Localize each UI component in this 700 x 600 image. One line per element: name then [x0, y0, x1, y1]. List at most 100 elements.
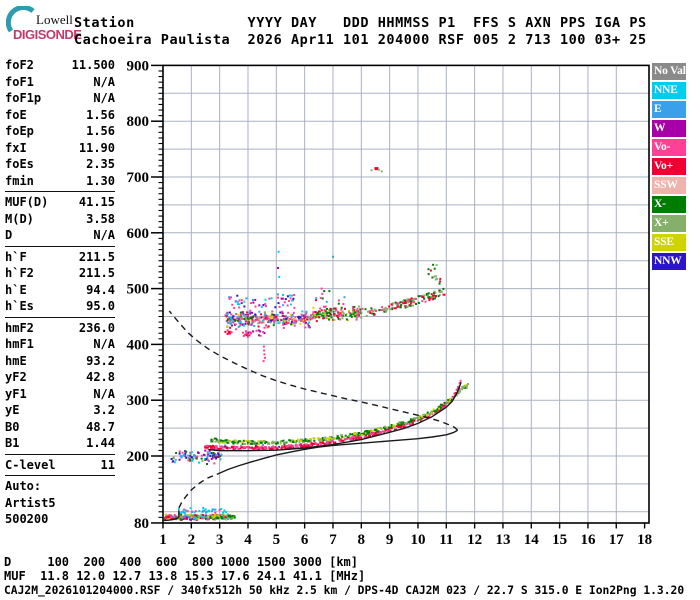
profile-f-bottomside-profile — [216, 429, 458, 476]
logo-lowell-text: Lowell — [36, 12, 73, 27]
header-labels-line: Station YYYY DAY DDD HHMMSS P1 FFS S AXN… — [74, 15, 647, 31]
parameter-label: foE — [5, 107, 27, 122]
parameter-label: foF1 — [5, 74, 34, 89]
x-axis-label: 9 — [386, 532, 394, 548]
y-axis-label: 200 — [127, 449, 150, 465]
parameter-value: 211.5 — [78, 249, 115, 264]
parameter-label: foF2 — [5, 58, 34, 73]
legend-item-e: E — [652, 101, 686, 118]
parameter-label: foF1p — [5, 91, 42, 106]
parameter-row: foE 1.56 — [5, 107, 115, 124]
x-axis-label: 4 — [244, 532, 252, 548]
parameter-row: D N/A — [5, 227, 115, 244]
lowell-digisonde-logo: Lowell DIGISONDE — [6, 6, 116, 46]
legend-item-w: W — [652, 120, 686, 137]
parameter-row: foEs 2.35 — [5, 156, 115, 173]
panel-separator — [5, 245, 115, 247]
x-axis-label: 7 — [329, 532, 337, 548]
lowell-arc-icon — [6, 6, 35, 33]
legend-item-noval: No Val — [652, 63, 686, 80]
parameter-row: yE 3.2 — [5, 402, 115, 419]
parameter-value: 3.58 — [86, 211, 115, 226]
profile-e-region-profile — [163, 515, 180, 522]
parameter-row: 500200 — [5, 511, 115, 528]
x-axis-label: 8 — [358, 532, 366, 548]
y-axis-label: 80 — [134, 516, 149, 532]
parameter-row: h`E 94.4 — [5, 282, 115, 299]
profile-e-f-valley-model — [178, 473, 218, 509]
parameter-label: 500200 — [5, 512, 49, 527]
parameter-value: N/A — [93, 74, 115, 89]
parameter-row: C-level 11 — [5, 457, 115, 474]
x-axis-label: 17 — [609, 532, 625, 548]
parameter-label: B0 — [5, 419, 20, 434]
parameter-value: 93.2 — [86, 353, 115, 368]
parameter-value: 1.56 — [86, 124, 115, 139]
x-axis-label: 15 — [552, 532, 567, 548]
parameter-label: fxI — [5, 140, 27, 155]
header-columns: Station YYYY DAY DDD HHMMSS P1 FFS S AXN… — [74, 15, 647, 48]
parameter-row: hmF2 236.0 — [5, 320, 115, 337]
parameter-label: fmin — [5, 173, 34, 188]
parameter-row: M(D) 3.58 — [5, 211, 115, 228]
parameter-label: Artist5 — [5, 495, 56, 510]
x-axis-label: 16 — [580, 532, 596, 548]
panel-separator — [5, 475, 115, 476]
x-axis-label: 2 — [188, 532, 196, 548]
echo-points — [164, 167, 469, 521]
parameter-value: 211.5 — [78, 266, 115, 281]
parameter-value: 48.7 — [86, 419, 115, 434]
parameter-label: MUF(D) — [5, 195, 49, 210]
parameter-value: N/A — [93, 91, 115, 106]
profile-topside-model — [168, 310, 459, 431]
parameter-label: yE — [5, 403, 20, 418]
parameter-row: h`Es 95.0 — [5, 298, 115, 315]
parameter-row: fxI 11.90 — [5, 140, 115, 157]
profile-fitted-f2-virtual-trace — [208, 381, 462, 452]
dmuf-table: D 100 200 400 600 800 1000 1500 3000 [km… — [4, 555, 365, 583]
x-axis-label: 14 — [524, 532, 540, 548]
parameter-label: yF2 — [5, 370, 27, 385]
legend-item-x-: X- — [652, 196, 686, 213]
panel-separator — [5, 453, 115, 455]
parameter-row: foF1 N/A — [5, 74, 115, 91]
parameter-label: foEp — [5, 124, 34, 139]
parameter-value: 41.15 — [78, 195, 115, 210]
parameter-label: h`Es — [5, 299, 34, 314]
legend-item-vo-: Vo- — [652, 139, 686, 156]
x-axis-label: 6 — [301, 532, 309, 548]
direction-color-legend: No Val NNE E W Vo- Vo+ SSW X- X+ SSE NNW — [652, 63, 686, 272]
parameter-row: hmF1 N/A — [5, 336, 115, 353]
y-axis-label: 300 — [127, 393, 150, 409]
parameter-row: foF2 11.500 — [5, 57, 115, 74]
parameter-row: B1 1.44 — [5, 435, 115, 452]
y-axis-label: 700 — [127, 170, 150, 186]
ionogram-plot: 1 2 3 4 5 6 7 8 9 10 11 12 13 14 15 16 17 189008007006005… — [127, 58, 653, 548]
legend-item-sse: SSE — [652, 234, 686, 251]
legend-item-nne: NNE — [652, 82, 686, 99]
file-info-line: CAJ2M_2026101204000.RSF / 340fx512h 50 k… — [4, 584, 685, 597]
parameter-row: h`F 211.5 — [5, 249, 115, 266]
header-values-line: Cachoeira Paulista 2026 Apr11 101 204000… — [74, 31, 647, 48]
parameter-value: 3.2 — [93, 403, 115, 418]
parameter-value: N/A — [93, 337, 115, 352]
logo-digisonde-text: DIGISONDE — [13, 27, 82, 42]
legend-item-x+: X+ — [652, 215, 686, 232]
parameter-value: 1.30 — [86, 173, 115, 188]
parameter-row: B0 48.7 — [5, 419, 115, 436]
grid-lines — [163, 65, 649, 523]
x-axis-label: 10 — [410, 532, 425, 548]
x-axis-label: 12 — [467, 532, 482, 548]
y-axis-label: 600 — [127, 226, 150, 242]
y-axis-label: 400 — [127, 337, 150, 353]
x-axis-label: 13 — [495, 532, 510, 548]
parameter-label: h`F — [5, 249, 27, 264]
parameter-value: 11 — [100, 457, 115, 472]
parameter-value: 236.0 — [78, 320, 115, 335]
parameter-label: h`E — [5, 282, 27, 297]
parameter-value: N/A — [93, 228, 115, 243]
parameter-row: yF1 N/A — [5, 386, 115, 403]
parameter-row: Artist5 — [5, 495, 115, 512]
panel-separator — [5, 191, 115, 192]
